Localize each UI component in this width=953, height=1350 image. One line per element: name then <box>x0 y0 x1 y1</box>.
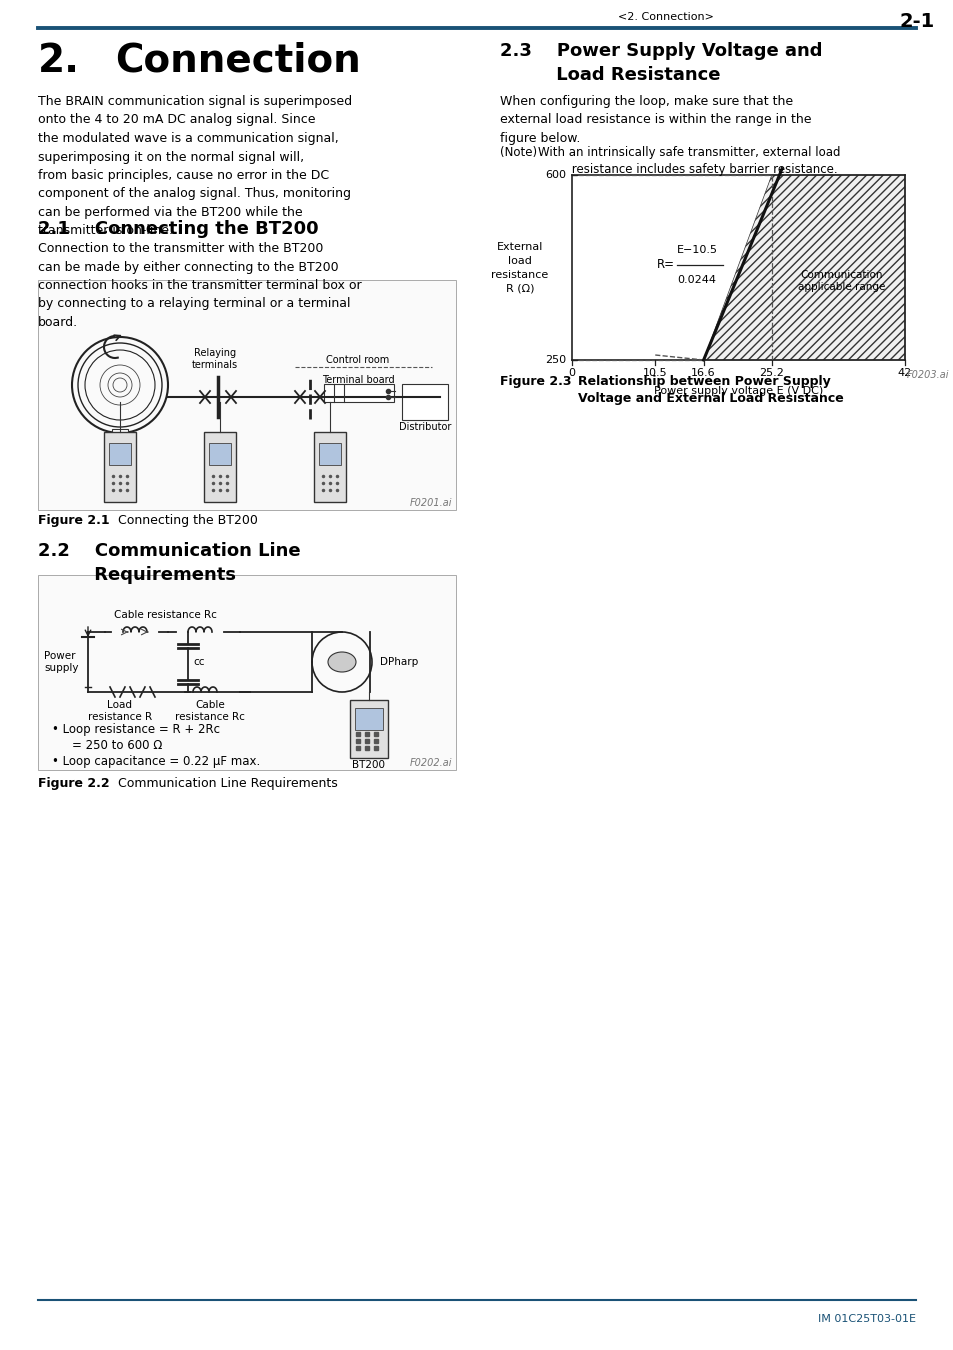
Text: 2.3    Power Supply Voltage and
         Load Resistance: 2.3 Power Supply Voltage and Load Resist… <box>499 42 821 84</box>
Text: Connection: Connection <box>115 42 360 80</box>
Bar <box>38 279 456 510</box>
Bar <box>314 432 346 502</box>
Text: R (Ω): R (Ω) <box>505 284 534 293</box>
Text: Power supply voltage E (V DC): Power supply voltage E (V DC) <box>653 386 822 396</box>
Text: • Loop capacitance = 0.22 μF max.: • Loop capacitance = 0.22 μF max. <box>52 755 260 768</box>
Text: When configuring the loop, make sure that the
external load resistance is within: When configuring the loop, make sure tha… <box>499 95 811 144</box>
Text: E−10.5: E−10.5 <box>677 244 718 255</box>
Text: load: load <box>508 255 532 266</box>
Text: (Note): (Note) <box>499 146 537 159</box>
Text: 2-1: 2-1 <box>899 12 934 31</box>
Text: <2. Connection>: <2. Connection> <box>618 12 713 22</box>
Text: 25.2: 25.2 <box>759 369 783 378</box>
Text: 0: 0 <box>568 369 575 378</box>
Bar <box>204 432 235 502</box>
Bar <box>355 707 382 730</box>
Text: F0202.ai: F0202.ai <box>409 757 452 768</box>
Text: 600: 600 <box>544 170 565 180</box>
Text: Control room: Control room <box>326 355 389 364</box>
Text: 0.0244: 0.0244 <box>677 275 716 285</box>
Text: 2.1    Connecting the BT200: 2.1 Connecting the BT200 <box>38 220 318 238</box>
Text: 2.2    Communication Line
         Requirements: 2.2 Communication Line Requirements <box>38 541 300 583</box>
Bar <box>318 443 340 464</box>
Text: • Loop resistance = R + 2Rc: • Loop resistance = R + 2Rc <box>52 724 220 736</box>
Text: 16.6: 16.6 <box>691 369 715 378</box>
Text: Relaying
terminals: Relaying terminals <box>192 348 238 370</box>
Bar <box>401 383 448 420</box>
Text: R=: R= <box>657 258 675 271</box>
Text: resistance: resistance <box>491 270 548 279</box>
Text: IM 01C25T03-01E: IM 01C25T03-01E <box>817 1314 915 1324</box>
Bar <box>38 575 456 770</box>
Polygon shape <box>703 176 904 360</box>
Text: Figure 2.1: Figure 2.1 <box>38 514 110 526</box>
Bar <box>112 429 128 437</box>
Text: Load
resistance R: Load resistance R <box>88 701 152 722</box>
Bar <box>324 383 394 402</box>
Text: Communication
applicable range: Communication applicable range <box>797 270 884 292</box>
Text: cc: cc <box>193 657 204 667</box>
Text: 10.5: 10.5 <box>642 369 667 378</box>
Text: External: External <box>497 242 542 251</box>
Text: 42: 42 <box>897 369 911 378</box>
Text: Connection to the transmitter with the BT200
can be made by either connecting to: Connection to the transmitter with the B… <box>38 242 361 329</box>
Bar <box>109 443 131 464</box>
Text: Terminal board: Terminal board <box>321 375 394 385</box>
Text: 250: 250 <box>544 355 565 364</box>
Text: Distributor: Distributor <box>398 423 451 432</box>
Text: The BRAIN communication signal is superimposed
onto the 4 to 20 mA DC analog sig: The BRAIN communication signal is superi… <box>38 95 352 238</box>
Text: Cable
resistance Rc: Cable resistance Rc <box>175 701 245 722</box>
Bar <box>104 432 136 502</box>
Text: DPharp: DPharp <box>379 657 417 667</box>
Text: Communication Line Requirements: Communication Line Requirements <box>118 778 337 790</box>
Text: Relationship between Power Supply
Voltage and External Load Resistance: Relationship between Power Supply Voltag… <box>578 375 842 405</box>
Text: Figure 2.3: Figure 2.3 <box>499 375 571 387</box>
Text: F0201.ai: F0201.ai <box>409 498 452 508</box>
Text: = 250 to 600 Ω: = 250 to 600 Ω <box>71 738 162 752</box>
Text: Cable resistance Rc: Cable resistance Rc <box>113 610 216 620</box>
Ellipse shape <box>328 652 355 672</box>
Text: With an intrinsically safe transmitter, external load
         resistance includ: With an intrinsically safe transmitter, … <box>537 146 840 176</box>
Text: F0203.ai: F0203.ai <box>906 370 948 379</box>
Text: Connecting the BT200: Connecting the BT200 <box>118 514 257 526</box>
Text: BT200: BT200 <box>352 760 385 770</box>
Bar <box>209 443 231 464</box>
Text: Figure 2.2: Figure 2.2 <box>38 778 110 790</box>
Text: 2.: 2. <box>38 42 80 80</box>
Text: Power
supply: Power supply <box>44 651 78 672</box>
Bar <box>350 701 388 757</box>
